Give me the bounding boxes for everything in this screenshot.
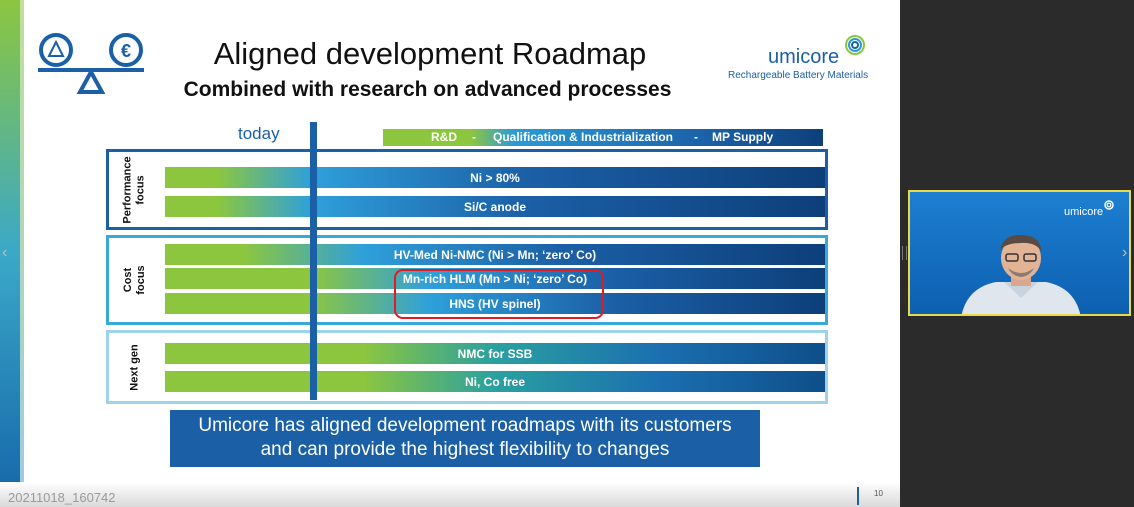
group-label-performance: Performance focus xyxy=(122,155,148,224)
logo-tagline: Rechargeable Battery Materials xyxy=(728,70,869,81)
logo-wordmark: umicore xyxy=(768,46,840,68)
phase-timeline-bar: R&D - Qualification & Industrialization … xyxy=(383,129,823,146)
recording-timestamp: 20211018_160742 xyxy=(8,490,116,505)
roadmap-bar: HNS (HV spinel) xyxy=(165,293,825,314)
group-cost-focus: Cost focus xyxy=(106,235,828,325)
key-message-line: and can provide the highest flexibility … xyxy=(260,439,670,460)
video-logo-text: umicore xyxy=(1064,206,1104,218)
phase-mp-supply: MP Supply xyxy=(712,130,774,144)
next-slide-button[interactable]: › xyxy=(1122,244,1128,261)
key-message-box: Umicore has aligned development roadmaps… xyxy=(170,410,760,467)
page-divider xyxy=(857,487,859,505)
umicore-logo: umicore Rechargeable Battery Materials xyxy=(722,34,872,84)
phase-separator: - xyxy=(694,130,698,144)
slide-accent-strip xyxy=(0,0,20,507)
group-label-cost: Cost focus xyxy=(122,265,147,295)
roadmap-bar: Si/C anode xyxy=(165,196,825,217)
roadmap-bar: NMC for SSB xyxy=(165,343,825,364)
slide-title: Aligned development Roadmap xyxy=(213,36,647,71)
phase-qualification: Qualification & Industrialization xyxy=(493,130,674,144)
speaker-avatar xyxy=(961,234,1081,314)
slide-subtitle: Combined with research on advanced proce… xyxy=(183,78,672,101)
phase-separator: - xyxy=(472,130,476,144)
panel-resize-handle[interactable] xyxy=(902,246,907,260)
video-logo-swirl-icon xyxy=(1104,200,1114,210)
roadmap-bar: Mn-rich HLM (Mn > Ni; ‘zero’ Co) xyxy=(165,268,825,289)
slide-accent-strip-inner xyxy=(20,0,24,507)
today-label: today xyxy=(238,124,280,143)
roadmap-bar: HV-Med Ni-NMC (Ni > Mn; ‘zero’ Co) xyxy=(165,244,825,265)
balance-scale-icon: € xyxy=(38,33,144,94)
today-marker-line xyxy=(310,122,317,400)
svg-text:€: € xyxy=(121,41,131,61)
logo-swirl-icon xyxy=(845,35,865,55)
group-label-next-gen: Next gen xyxy=(128,343,141,391)
slide-footer xyxy=(0,482,900,507)
roadmap-bar: Ni, Co free xyxy=(165,371,825,392)
group-performance-focus: Performance focus xyxy=(106,149,828,230)
key-message-line: Umicore has aligned development roadmaps… xyxy=(198,415,732,436)
roadmap-bar: Ni > 80% xyxy=(165,167,825,188)
group-next-gen: Next gen xyxy=(106,330,828,404)
speaker-video-tile[interactable]: umicore xyxy=(908,190,1131,316)
highlight-box xyxy=(394,269,604,319)
page-number: 10 xyxy=(874,489,883,498)
phase-rd: R&D xyxy=(431,130,457,144)
presentation-slide: € Aligned development Roadmap Combined w… xyxy=(0,0,900,507)
previous-slide-button[interactable]: ‹ xyxy=(2,244,8,261)
